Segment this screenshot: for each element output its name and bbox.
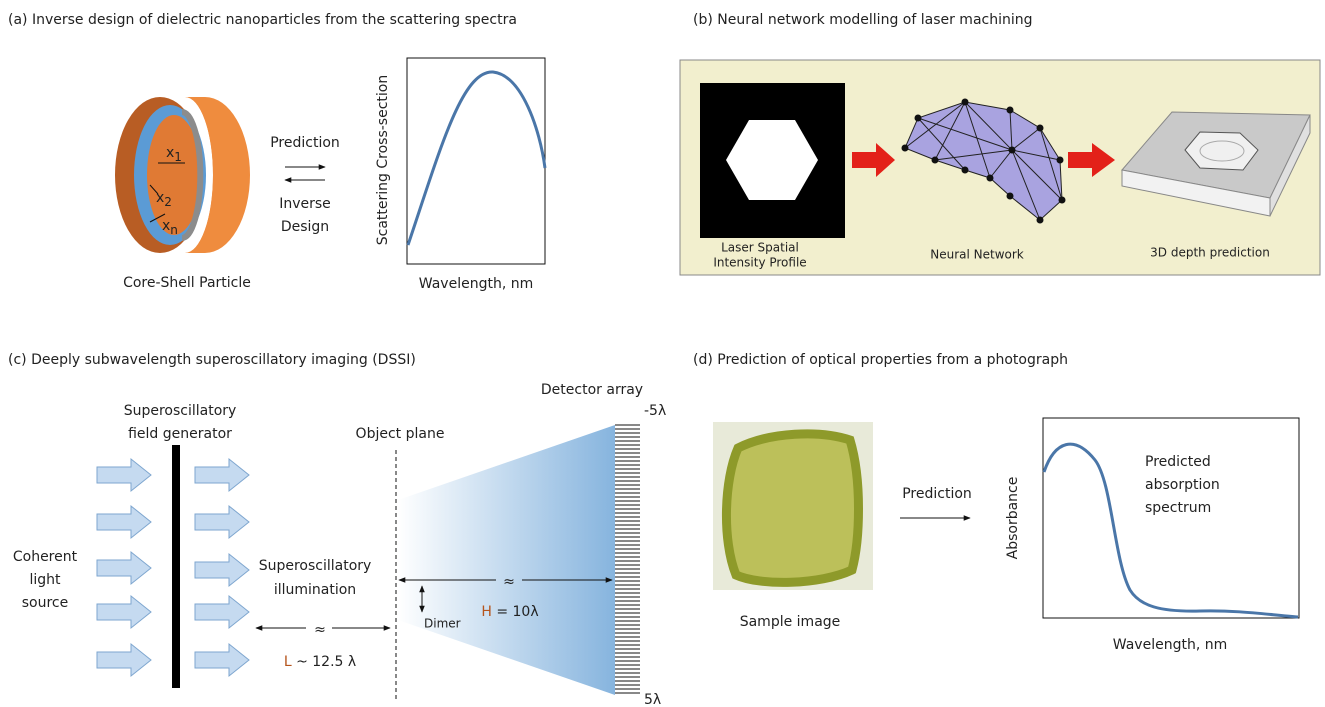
approx-sign: ≈ xyxy=(314,622,326,638)
symbol: H xyxy=(481,604,492,620)
scale-label: -5λ xyxy=(644,403,666,419)
source-label: source xyxy=(22,595,69,611)
x-axis-label: Wavelength, nm xyxy=(1113,637,1227,653)
panel-title: (d) Prediction of optical properties fro… xyxy=(693,352,1068,368)
spectrum-curve xyxy=(408,72,545,245)
detector-array xyxy=(615,425,640,693)
beam xyxy=(398,425,615,695)
plot-frame xyxy=(407,58,545,264)
figure: (a) Inverse design of dielectric nanopar… xyxy=(0,0,1325,707)
detector-label: Detector array xyxy=(541,382,643,398)
annotation: absorption xyxy=(1145,477,1220,493)
step-label: 3D depth prediction xyxy=(1150,246,1270,260)
source-label: Coherent xyxy=(13,549,78,565)
panel-title: (a) Inverse design of dielectric nanopar… xyxy=(8,12,517,28)
x-axis-label: Wavelength, nm xyxy=(419,276,533,292)
y-axis-label: Absorbance xyxy=(1005,477,1021,560)
panel-title: (c) Deeply subwavelength superoscillator… xyxy=(8,352,416,368)
generator-bar xyxy=(172,445,180,688)
y-axis-label: Scattering Cross-section xyxy=(375,75,391,245)
scale-label: 5λ xyxy=(644,692,661,707)
distance-label: H = 10λ xyxy=(481,604,538,620)
step-label: Neural Network xyxy=(930,248,1024,262)
symbol: x xyxy=(166,145,174,161)
source-label: light xyxy=(29,572,61,588)
value: ~ 12.5 λ xyxy=(292,654,357,670)
illumination-label: Superoscillatory xyxy=(259,558,372,574)
sample-label: Sample image xyxy=(740,614,841,630)
panel-title: (b) Neural network modelling of laser ma… xyxy=(693,12,1033,28)
distance-label: L ~ 12.5 λ xyxy=(284,654,356,670)
illumination-label: illumination xyxy=(274,582,356,598)
spectrum-curve xyxy=(1044,444,1298,617)
step-label: Intensity Profile xyxy=(713,256,806,270)
annotation: Predicted xyxy=(1145,454,1211,470)
sample xyxy=(726,434,858,582)
subscript: 2 xyxy=(164,195,172,209)
annotation: spectrum xyxy=(1145,500,1211,516)
symbol: L xyxy=(284,654,292,670)
inverse-label: Inverse xyxy=(279,196,331,212)
forward-label: Prediction xyxy=(902,486,972,502)
subscript: 1 xyxy=(174,150,182,164)
symbol: x xyxy=(162,218,170,234)
generator-label: Superoscillatory xyxy=(124,403,237,419)
symbol: x xyxy=(156,190,164,206)
generator-label: field generator xyxy=(128,426,232,442)
approx-sign: ≈ xyxy=(503,574,515,590)
forward-label: Prediction xyxy=(270,135,340,151)
particle-label: Core-Shell Particle xyxy=(123,275,251,291)
step-label: Laser Spatial xyxy=(721,241,799,255)
object-plane-label: Object plane xyxy=(356,426,445,442)
value: = 10λ xyxy=(492,604,539,620)
subscript: n xyxy=(170,223,178,237)
dimer-label: Dimer xyxy=(424,617,461,631)
inverse-label: Design xyxy=(281,219,329,235)
